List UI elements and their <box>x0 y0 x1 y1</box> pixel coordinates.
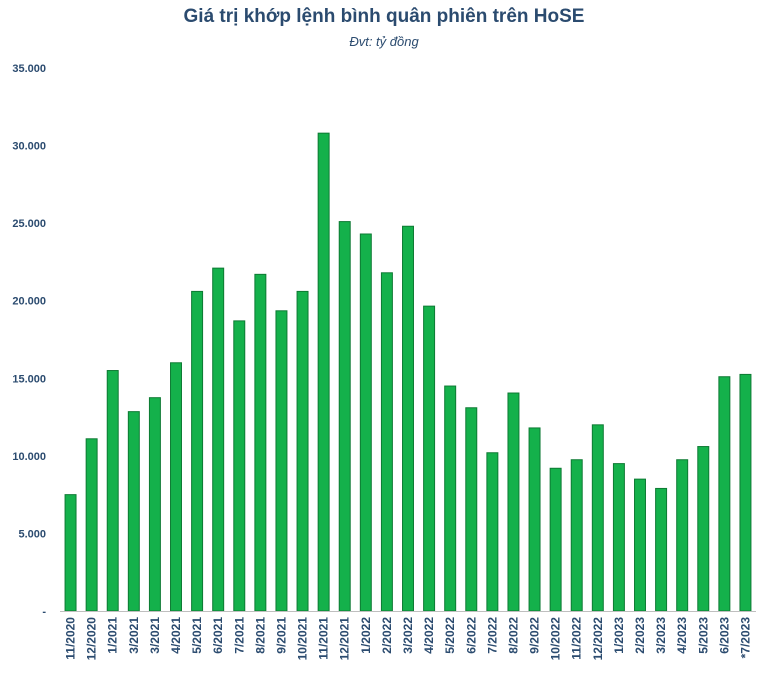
bar <box>465 407 478 612</box>
bar <box>359 233 372 612</box>
bar <box>634 478 646 612</box>
y-tick-label: 10.000 <box>12 451 46 463</box>
bar <box>85 438 98 612</box>
x-tick-label: 2/2023 <box>633 617 647 654</box>
bar <box>655 487 668 612</box>
bar <box>212 267 225 612</box>
x-tick-label: 10/2022 <box>549 617 563 661</box>
bar <box>338 221 351 612</box>
bar <box>549 467 562 612</box>
x-tick-label: 5/2022 <box>443 617 457 654</box>
x-tick-label: *7/2023 <box>738 617 752 659</box>
x-tick-label: 8/2022 <box>506 617 520 654</box>
bar <box>718 376 731 612</box>
y-tick-label: - <box>42 606 46 618</box>
bar <box>64 494 77 612</box>
chart-title: Giá trị khớp lệnh bình quân phiên trên H… <box>183 6 585 27</box>
x-tick-label: 6/2021 <box>211 617 225 654</box>
x-tick-label: 7/2021 <box>232 617 246 654</box>
bar <box>676 459 689 612</box>
x-tick-label: 3/2021 <box>148 617 162 654</box>
x-tick-label: 12/2022 <box>591 617 605 661</box>
x-tick-label: 9/2021 <box>274 617 288 654</box>
x-tick-label: 9/2022 <box>528 617 542 654</box>
x-tick-label: 2/2022 <box>380 617 394 654</box>
bar <box>402 225 414 612</box>
bar <box>148 397 161 612</box>
x-tick-label: 3/2021 <box>127 617 141 654</box>
x-tick-label: 5/2021 <box>190 617 204 654</box>
bar <box>191 290 204 612</box>
x-tick-label: 7/2022 <box>485 617 499 654</box>
x-tick-label: 10/2021 <box>296 617 310 661</box>
y-tick-label: 20.000 <box>12 296 46 308</box>
y-tick-label: 5.000 <box>18 528 46 540</box>
x-tick-label: 11/2021 <box>317 617 331 660</box>
x-tick-label: 3/2023 <box>654 617 668 654</box>
x-axis: 11/2020 12/2020 1/2021 3/2021 3/2021 4/2021 5/… <box>64 617 753 661</box>
chart-subtitle: Đvt: tỷ đồng <box>349 34 419 49</box>
x-tick-label: 1/2023 <box>612 617 626 654</box>
x-tick-label: 1/2021 <box>106 617 120 654</box>
bar <box>106 370 119 612</box>
x-tick-label: 4/2022 <box>422 617 436 654</box>
y-tick-label: 15.000 <box>12 373 46 385</box>
x-tick-label: 1/2022 <box>359 617 373 654</box>
x-tick-label: 6/2022 <box>464 617 478 654</box>
bar <box>233 320 246 612</box>
x-tick-label: 11/2020 <box>64 617 78 660</box>
x-tick-label: 4/2021 <box>169 617 183 654</box>
bar <box>380 272 393 612</box>
bar <box>486 452 499 612</box>
y-tick-label: 30.000 <box>12 141 46 153</box>
x-tick-label: 4/2023 <box>675 617 689 654</box>
bar <box>254 273 267 612</box>
bar <box>444 385 457 612</box>
x-tick-label: 12/2020 <box>85 617 99 661</box>
bar <box>739 373 752 612</box>
bar <box>170 362 182 612</box>
bar <box>275 310 288 612</box>
bar <box>507 392 520 612</box>
y-axis: - 5.000 10.000 15.000 20.000 25.000 30.000 35.0… <box>12 63 46 618</box>
bar <box>570 459 583 612</box>
x-tick-label: 6/2023 <box>717 617 731 654</box>
bars <box>64 132 752 612</box>
x-tick-label: 8/2021 <box>253 617 267 654</box>
y-tick-label: 25.000 <box>12 218 46 230</box>
bar <box>697 446 710 612</box>
bar <box>127 411 140 612</box>
y-tick-label: 35.000 <box>12 63 46 75</box>
bar <box>612 463 625 612</box>
x-tick-label: 3/2022 <box>401 617 415 654</box>
bar <box>528 427 541 612</box>
bar <box>591 424 604 612</box>
bar <box>296 290 309 612</box>
bar <box>317 132 330 612</box>
bar <box>423 305 436 612</box>
x-tick-label: 11/2022 <box>570 617 584 660</box>
x-tick-label: 5/2023 <box>696 617 710 654</box>
x-tick-label: 12/2021 <box>338 617 352 661</box>
